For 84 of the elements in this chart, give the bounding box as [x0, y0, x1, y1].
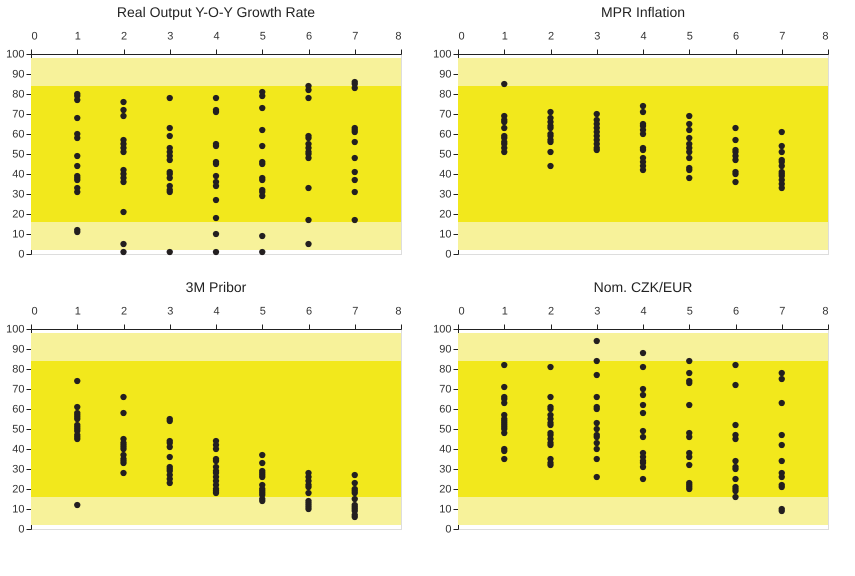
x-tick-label: 3 [167, 30, 174, 42]
y-tick-label: 50 [439, 148, 452, 160]
x-tick-label: 3 [167, 306, 174, 318]
y-tick-label: 70 [12, 384, 24, 396]
x-tick-label: 3 [594, 30, 600, 42]
y-tick-label: 20 [439, 484, 452, 496]
chart-title: MPR Inflation [600, 4, 686, 20]
y-tick-label: 10 [439, 504, 452, 516]
y-tick-label: 0 [18, 524, 24, 536]
x-tick-label: 7 [779, 306, 786, 318]
y-tick-label: 0 [445, 248, 452, 260]
y-tick-label: 40 [439, 168, 452, 180]
y-tick-label: 10 [12, 504, 24, 516]
chart-title: 3M Pribor [186, 279, 247, 295]
x-tick-label: 0 [458, 306, 465, 318]
x-tick-label: 5 [686, 30, 693, 42]
y-tick-label: 10 [12, 228, 24, 240]
y-tick-label: 10 [439, 228, 452, 240]
y-tick-label: 70 [439, 384, 452, 396]
y-tick-label: 50 [12, 424, 24, 436]
x-tick-label: 4 [213, 306, 220, 318]
x-tick-label: 5 [686, 306, 693, 318]
y-tick-label: 90 [12, 68, 24, 80]
x-tick-label: 4 [640, 30, 647, 42]
y-tick-label: 20 [12, 484, 24, 496]
x-tick-label: 2 [120, 306, 128, 318]
y-tick-label: 20 [439, 208, 452, 220]
x-tick-label: 8 [395, 30, 402, 42]
y-tick-label: 80 [439, 88, 452, 100]
x-tick-label: 2 [120, 30, 128, 42]
x-tick-label: 8 [395, 306, 402, 318]
y-tick-label: 20 [12, 208, 24, 220]
x-tick-label: 7 [352, 306, 358, 318]
y-tick-label: 90 [439, 344, 452, 356]
y-tick-label: 50 [12, 148, 24, 160]
y-tick-label: 70 [439, 108, 452, 120]
y-tick-label: 70 [12, 108, 24, 120]
x-tick-label: 1 [74, 306, 81, 318]
x-tick-label: 5 [260, 306, 266, 318]
y-tick-label: 60 [12, 404, 24, 416]
y-tick-label: 80 [12, 364, 24, 376]
x-tick-label: 1 [74, 30, 81, 42]
x-tick-label: 6 [306, 30, 312, 42]
x-tick-label: 6 [306, 306, 312, 318]
y-tick-label: 100 [433, 48, 452, 60]
x-tick-label: 8 [822, 306, 828, 318]
x-tick-label: 3 [594, 306, 600, 318]
y-tick-label: 0 [18, 248, 24, 260]
y-tick-label: 40 [439, 444, 452, 456]
x-tick-label: 0 [458, 30, 465, 42]
y-tick-label: 40 [12, 168, 24, 180]
y-tick-label: 40 [12, 444, 24, 456]
y-tick-label: 30 [439, 464, 452, 476]
y-tick-label: 60 [439, 404, 452, 416]
x-tick-label: 7 [352, 30, 358, 42]
y-tick-label: 30 [12, 464, 24, 476]
x-tick-label: 6 [732, 306, 740, 318]
x-tick-label: 2 [548, 30, 554, 42]
y-tick-label: 30 [439, 188, 452, 200]
y-tick-label: 60 [439, 128, 452, 140]
y-tick-label: 100 [6, 324, 24, 336]
x-tick-label: 1 [502, 30, 508, 42]
x-tick-label: 0 [32, 306, 38, 318]
x-tick-label: 6 [732, 30, 740, 42]
y-tick-label: 50 [439, 424, 452, 436]
x-tick-label: 7 [779, 30, 786, 42]
chart-title: Real Output Y-O-Y Growth Rate [116, 4, 316, 20]
x-tick-label: 4 [640, 306, 647, 318]
x-tick-label: 2 [548, 306, 554, 318]
y-tick-label: 0 [445, 524, 452, 536]
y-tick-label: 100 [433, 324, 452, 336]
x-tick-label: 0 [32, 30, 38, 42]
y-tick-label: 60 [12, 128, 24, 140]
y-tick-label: 80 [12, 88, 24, 100]
y-tick-label: 100 [6, 48, 24, 60]
y-tick-label: 90 [439, 68, 452, 80]
y-tick-label: 90 [12, 344, 24, 356]
chart-title: Nom. CZK/EUR [594, 279, 692, 295]
y-tick-label: 80 [439, 364, 452, 376]
x-tick-label: 8 [822, 30, 828, 42]
x-tick-label: 4 [213, 30, 220, 42]
x-tick-label: 1 [502, 306, 508, 318]
x-tick-label: 5 [260, 30, 266, 42]
y-tick-label: 30 [12, 188, 24, 200]
